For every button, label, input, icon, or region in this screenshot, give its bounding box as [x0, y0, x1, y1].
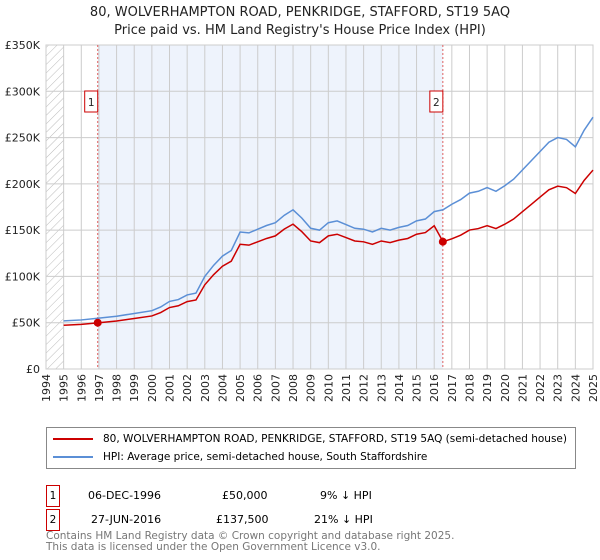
hpi-line: [63, 116, 594, 322]
sale-delta: 21% ↓ HPI: [314, 513, 373, 526]
x-tick-label: 1997: [93, 374, 106, 402]
x-tick-label: 2001: [164, 374, 177, 402]
x-tick-label: 2022: [534, 374, 547, 402]
sale-point: [438, 237, 447, 246]
x-tick-label: 2005: [234, 374, 247, 402]
y-tick-label: £200K: [5, 178, 41, 191]
sale-date: 06-DEC-1996: [88, 489, 162, 502]
x-tick-label: 1996: [75, 374, 88, 402]
x-tick-label: 2010: [322, 374, 335, 402]
legend-label-hpi: HPI: Average price, semi-detached house,…: [103, 451, 428, 463]
sale-price: £50,000: [222, 489, 268, 502]
footer-line: Contains HM Land Registry data © Crown c…: [46, 530, 455, 542]
sale-marker-box: 1: [46, 485, 60, 507]
legend: 80, WOLVERHAMPTON ROAD, PENKRIDGE, STAFF…: [46, 427, 576, 469]
sale-point: [93, 318, 102, 327]
x-tick-label: 2021: [516, 374, 529, 402]
x-tick-label: 2019: [481, 374, 494, 402]
x-tick-label: 1998: [111, 374, 124, 402]
x-tick-label: 2018: [463, 374, 476, 402]
x-tick-label: 2008: [287, 374, 300, 402]
x-tick-label: 2004: [216, 374, 229, 402]
sale-delta: 9% ↓ HPI: [320, 489, 372, 502]
x-tick-label: 2012: [358, 374, 371, 402]
x-tick-label: 2023: [552, 374, 565, 402]
sale-label: 1: [88, 97, 95, 109]
y-tick-label: £100K: [5, 270, 41, 283]
x-tick-label: 2013: [375, 374, 388, 402]
x-tick-label: 2020: [499, 374, 512, 402]
x-tick-label: 2017: [446, 374, 459, 402]
sale-label-box: [84, 90, 99, 113]
sale-label: 2: [433, 97, 440, 109]
x-tick-label: 1994: [40, 374, 53, 402]
chart-title: 80, WOLVERHAMPTON ROAD, PENKRIDGE, STAFF…: [89, 5, 511, 20]
x-tick-label: 1995: [58, 374, 71, 402]
property-price-line: [63, 169, 594, 326]
x-tick-label: 2015: [411, 374, 424, 402]
x-tick-label: 2002: [181, 374, 194, 402]
x-tick-label: 1999: [128, 374, 141, 402]
y-tick-label: £150K: [5, 224, 41, 237]
sale-date: 27-JUN-2016: [91, 513, 162, 526]
chart-subtitle: Price paid vs. HM Land Registry's House …: [114, 23, 486, 38]
x-tick-label: 2007: [269, 374, 282, 402]
legend-red-line: [53, 438, 93, 440]
sale-label-box: [429, 90, 444, 113]
legend-label-property: 80, WOLVERHAMPTON ROAD, PENKRIDGE, STAFF…: [103, 433, 567, 445]
x-tick-label: 2024: [569, 374, 582, 402]
legend-blue-line: [53, 456, 93, 458]
sale-price: £137,500: [216, 513, 269, 526]
x-tick-label: 2009: [305, 374, 318, 402]
footer: Contains HM Land Registry data © Crown c…: [46, 531, 454, 553]
sale-row: 2 27-JUN-2016 £137,500 21% ↓ HPI: [46, 509, 546, 531]
sale-marker-box: 2: [46, 509, 60, 531]
x-tick-label: 2003: [199, 374, 212, 402]
ownership-shade: [97, 45, 443, 369]
x-tick-label: 2000: [146, 374, 159, 402]
y-tick-label: £350K: [5, 39, 41, 52]
plot-border: [45, 44, 594, 370]
no-data-hatch: [46, 45, 64, 369]
footer-line: This data is licensed under the Open Gov…: [46, 541, 381, 553]
x-tick-label: 2006: [252, 374, 265, 402]
y-tick-label: £50K: [12, 317, 41, 330]
x-tick-label: 2016: [428, 374, 441, 402]
plot-area: 1994 1995 1996 1997 1998 1999 2000 2001 2002 2003…: [5, 39, 600, 402]
y-tick-label: £250K: [5, 132, 41, 145]
y-tick-label: £300K: [5, 85, 41, 98]
x-tick-label: 2011: [340, 374, 353, 402]
y-tick-label: £0: [26, 363, 40, 376]
sale-row: 1 06-DEC-1996 £50,000 9% ↓ HPI: [46, 485, 546, 507]
x-tick-label: 2014: [393, 374, 406, 402]
x-tick-label: 2025: [587, 374, 600, 402]
